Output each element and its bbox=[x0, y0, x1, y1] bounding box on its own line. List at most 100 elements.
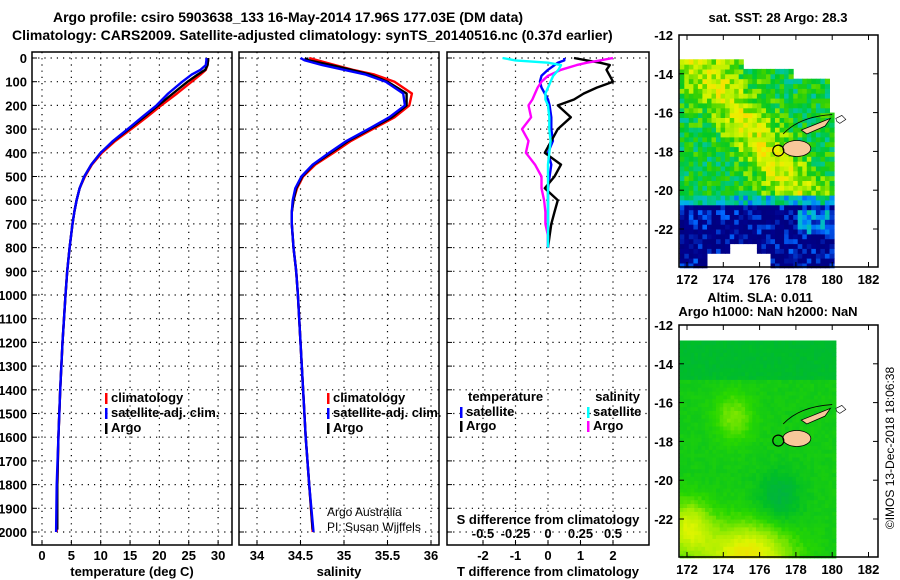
x-tick-label: 36 bbox=[424, 548, 438, 563]
coastline-contour bbox=[782, 114, 833, 135]
map-cell bbox=[774, 367, 779, 373]
map-cell bbox=[788, 112, 794, 118]
map-cell bbox=[806, 352, 811, 357]
map-cell bbox=[817, 495, 822, 501]
map-cell bbox=[792, 371, 797, 377]
map-cell bbox=[730, 488, 735, 493]
map-cell bbox=[734, 433, 739, 439]
map-cell bbox=[741, 491, 746, 497]
map-cell bbox=[777, 511, 782, 516]
map-cell bbox=[817, 460, 822, 466]
map-cell bbox=[763, 484, 768, 489]
map-cell bbox=[701, 367, 706, 373]
map-cell bbox=[701, 464, 706, 470]
map-cell bbox=[690, 352, 695, 357]
map-cell bbox=[683, 433, 688, 439]
map-cell bbox=[821, 340, 826, 345]
map-cell bbox=[803, 367, 808, 373]
map-cell bbox=[723, 445, 728, 450]
map-cell bbox=[748, 491, 753, 497]
map-cell bbox=[745, 387, 750, 392]
map-cell bbox=[701, 356, 706, 361]
map-cell bbox=[817, 441, 822, 446]
map-cell bbox=[810, 445, 815, 450]
map-cell bbox=[697, 253, 703, 259]
legend-swatch bbox=[105, 408, 108, 419]
map-cell bbox=[806, 375, 811, 380]
map-cell bbox=[788, 542, 793, 547]
map-cell bbox=[770, 195, 776, 201]
map-cell bbox=[748, 394, 753, 400]
map-cell bbox=[829, 258, 835, 264]
map-cell bbox=[756, 425, 761, 431]
map-cell bbox=[811, 190, 817, 196]
map-cell bbox=[792, 449, 797, 454]
map-cell bbox=[821, 371, 826, 377]
map-cell bbox=[814, 422, 819, 427]
map-cell bbox=[684, 132, 690, 138]
map-cell bbox=[716, 88, 722, 94]
map-cell bbox=[734, 507, 739, 512]
map-cell bbox=[766, 122, 772, 128]
map-cell bbox=[725, 180, 731, 186]
map-cell bbox=[719, 449, 724, 454]
map-cell bbox=[745, 550, 750, 555]
map-cell bbox=[759, 526, 764, 532]
map-cell bbox=[707, 122, 713, 128]
map-cell bbox=[775, 180, 781, 186]
map-cell bbox=[679, 379, 684, 384]
map-cell bbox=[802, 190, 808, 196]
map-cell bbox=[759, 352, 764, 357]
map-cell bbox=[756, 363, 761, 369]
map-cell bbox=[684, 83, 690, 89]
map-cell bbox=[821, 429, 826, 435]
map-cell bbox=[734, 136, 740, 143]
map-cell bbox=[810, 398, 815, 404]
map-cell bbox=[752, 199, 758, 206]
map-cell bbox=[785, 406, 790, 411]
map-cell bbox=[814, 394, 819, 400]
map-cell bbox=[745, 433, 750, 439]
map-cell bbox=[761, 73, 767, 80]
map-cell bbox=[752, 93, 758, 99]
map-cell bbox=[716, 209, 722, 215]
map-cell bbox=[821, 538, 826, 543]
map-cell bbox=[729, 170, 735, 177]
map-cell bbox=[821, 437, 826, 442]
map-cell bbox=[707, 83, 713, 89]
map-cell bbox=[774, 356, 779, 361]
map-cell bbox=[705, 526, 710, 532]
map-cell bbox=[832, 391, 837, 396]
map-cell bbox=[747, 107, 753, 114]
map-cell bbox=[814, 406, 819, 411]
map-cell bbox=[811, 170, 817, 177]
map-cell bbox=[712, 519, 717, 524]
map-cell bbox=[748, 488, 753, 493]
map-cell bbox=[737, 530, 742, 536]
map-cell bbox=[763, 398, 768, 404]
map-cell bbox=[788, 190, 794, 196]
map-cell bbox=[720, 229, 726, 235]
map-cell bbox=[716, 530, 721, 536]
map-cell bbox=[763, 495, 768, 501]
map-cell bbox=[719, 352, 724, 357]
map-cell bbox=[752, 511, 757, 516]
map-cell bbox=[766, 348, 772, 353]
map-cell bbox=[810, 375, 815, 380]
map-cell bbox=[723, 367, 728, 373]
map-cell bbox=[824, 136, 830, 143]
map-cell bbox=[770, 398, 775, 404]
map-cell bbox=[793, 88, 799, 94]
map-cell bbox=[701, 468, 706, 474]
map-cell bbox=[729, 83, 735, 89]
map-cell bbox=[693, 127, 699, 133]
map-cell bbox=[747, 199, 753, 206]
map-cell bbox=[799, 491, 804, 497]
legend-swatch bbox=[105, 423, 108, 434]
map-cell bbox=[774, 488, 779, 493]
map-cell bbox=[797, 170, 803, 177]
map-cell bbox=[770, 433, 775, 439]
map-cell bbox=[828, 449, 833, 454]
map-cell bbox=[737, 515, 742, 520]
map-cell bbox=[688, 170, 694, 177]
